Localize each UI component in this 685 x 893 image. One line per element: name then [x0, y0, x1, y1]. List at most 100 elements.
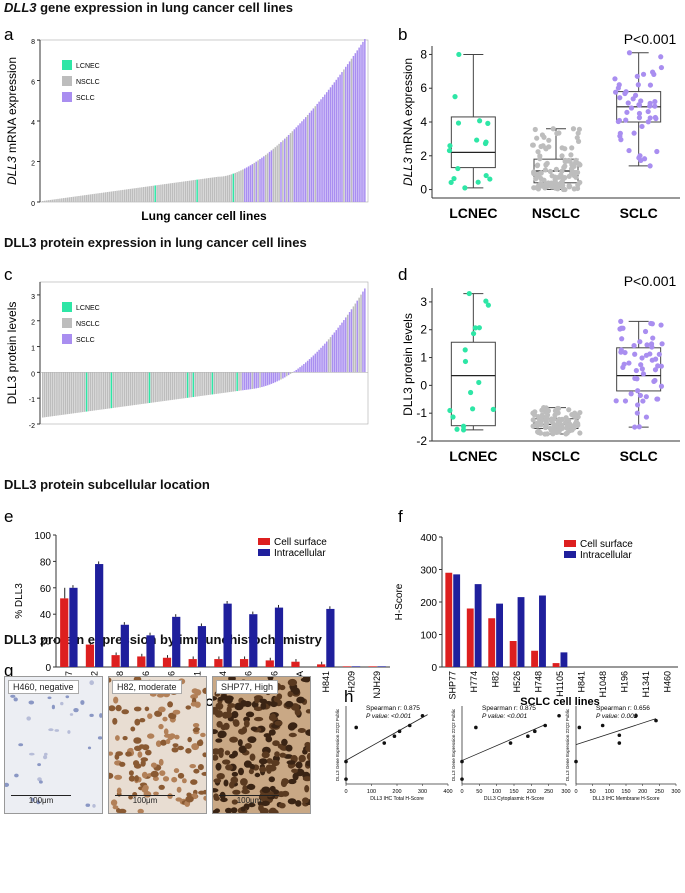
- cell-nucleus: [295, 761, 303, 769]
- x-tick-label: 400: [443, 789, 452, 795]
- bar: [207, 178, 210, 202]
- cell-nucleus: [114, 774, 123, 780]
- bar: [320, 347, 322, 373]
- cell-nucleus: [244, 743, 252, 749]
- cell-nucleus: [145, 749, 152, 756]
- data-point: [560, 186, 567, 193]
- x-axis-label: DLL3 Cytoplasmic H-Score: [484, 796, 545, 802]
- data-point: [533, 176, 539, 182]
- cell-nucleus: [222, 711, 229, 719]
- cell-nucleus: [171, 776, 178, 783]
- data-point: [555, 420, 562, 426]
- micrograph-high-texture: [213, 677, 310, 813]
- data-point: [613, 398, 619, 404]
- bar-cell-surface: [188, 659, 197, 667]
- section-title-subcellular: DLL3 protein subcellular location: [4, 477, 210, 492]
- bar: [114, 372, 116, 408]
- bar: [177, 182, 179, 202]
- bar: [104, 192, 107, 202]
- bar: [72, 372, 74, 414]
- y-tick-label: 8: [420, 47, 427, 61]
- bar: [186, 180, 189, 202]
- data-point: [539, 407, 545, 413]
- y-axis-label: H-Score: [394, 583, 405, 620]
- x-tick-label: 200: [638, 789, 647, 795]
- cell-nucleus: [174, 734, 180, 740]
- bar: [324, 94, 326, 202]
- y-axis-label: DLL3 Gene Expression 22Q2 Public: [451, 708, 456, 781]
- data-point: [382, 741, 387, 745]
- micrograph-negative: H460, negative 100μm: [4, 676, 103, 814]
- bar: [114, 190, 116, 202]
- bar-cell-surface: [466, 608, 474, 667]
- cell-nucleus: [182, 778, 187, 784]
- bar: [87, 194, 90, 202]
- y-tick-label: 8: [31, 39, 35, 46]
- legend-label: SCLC: [76, 95, 95, 102]
- y-tick-label: -2: [29, 423, 35, 430]
- data-point: [554, 181, 561, 187]
- data-point: [558, 172, 564, 178]
- bar: [133, 188, 135, 202]
- data-point: [468, 389, 474, 396]
- data-point: [617, 741, 622, 745]
- bar: [234, 372, 236, 392]
- cell-nucleus: [268, 729, 276, 736]
- cell-nucleus: [191, 688, 199, 694]
- data-point: [470, 330, 477, 337]
- bar: [190, 180, 193, 202]
- legend-swatch-intracellular: [258, 549, 270, 556]
- cell-nucleus: [258, 804, 264, 812]
- data-point: [407, 723, 412, 728]
- bar: [118, 372, 120, 408]
- bar: [335, 330, 338, 373]
- y-tick-label: 0: [420, 183, 427, 197]
- cell-nucleus: [286, 760, 296, 765]
- cell-nucleus: [193, 768, 200, 774]
- bar-cell-surface: [488, 618, 496, 667]
- cell-nucleus: [213, 788, 219, 793]
- bar: [163, 184, 166, 202]
- cell-nucleus: [109, 705, 116, 712]
- bar: [152, 372, 155, 403]
- bar: [144, 186, 147, 202]
- bar: [202, 178, 204, 202]
- cell-nucleus: [109, 751, 114, 756]
- legend-swatch: [62, 302, 72, 312]
- section-title-gene-expression: DLL3 gene expression in lung cancer cell…: [4, 0, 293, 15]
- data-point: [446, 147, 453, 154]
- data-point: [546, 137, 552, 143]
- bar: [49, 372, 52, 417]
- bar: [108, 191, 111, 202]
- x-tick-label: H841: [576, 671, 586, 693]
- data-point: [649, 321, 655, 327]
- y-tick-label: 100: [34, 531, 51, 542]
- cell-nucleus: [287, 798, 297, 805]
- cell-nucleus: [240, 778, 248, 786]
- cell-nucleus: [44, 752, 48, 756]
- bar: [171, 372, 174, 400]
- bar: [165, 372, 168, 401]
- data-point: [354, 725, 359, 730]
- y-axis-label: DLL3 Gene Expression 22Q2 Public: [565, 708, 570, 781]
- data-point: [618, 318, 624, 324]
- bar: [85, 372, 88, 412]
- bar: [211, 177, 214, 202]
- cell-nucleus: [168, 733, 176, 739]
- x-axis-label: DLL3 IHC Total H-Score: [370, 796, 424, 802]
- bar-intracellular: [120, 624, 129, 667]
- bar: [204, 372, 206, 396]
- data-point: [538, 182, 544, 188]
- bar: [215, 372, 217, 394]
- category-label: LCNEC: [449, 448, 497, 464]
- bar: [339, 325, 341, 373]
- data-point: [472, 325, 478, 331]
- bar: [360, 294, 362, 373]
- bar: [139, 372, 141, 405]
- scale-bar: 100μm: [219, 795, 279, 805]
- data-point: [450, 414, 456, 420]
- data-point: [474, 137, 480, 143]
- data-point: [530, 417, 536, 423]
- bar: [198, 179, 200, 202]
- x-tick-label: 0: [574, 789, 577, 795]
